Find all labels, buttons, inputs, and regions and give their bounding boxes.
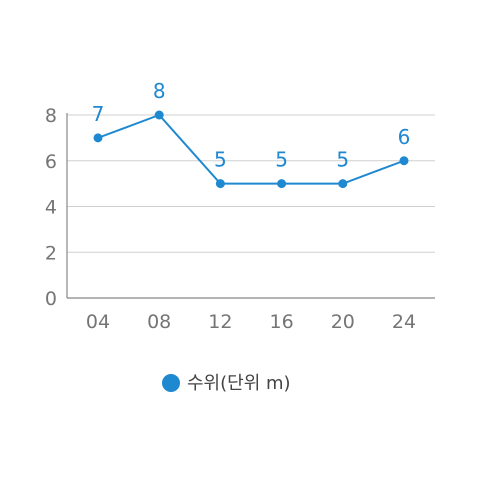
y-tick-label: 8 — [45, 105, 57, 127]
data-point — [399, 156, 409, 166]
x-axis-ticks: 04 08 12 16 20 24 — [86, 311, 416, 333]
data-label: 5 — [214, 148, 227, 172]
legend: 수위(단위 m) — [162, 373, 291, 394]
grid-lines — [66, 113, 435, 299]
data-label: 6 — [398, 125, 411, 149]
y-tick-label: 4 — [45, 197, 57, 219]
y-tick-label: 2 — [45, 242, 57, 264]
series-line — [97, 113, 405, 185]
data-point — [215, 179, 225, 189]
data-point — [338, 179, 348, 189]
data-point — [277, 179, 287, 189]
y-axis-ticks: 0 2 4 6 8 — [45, 105, 57, 310]
data-label: 5 — [336, 148, 349, 172]
series-layer: 7 8 5 5 5 6 — [92, 79, 411, 189]
data-label: 7 — [92, 102, 105, 126]
x-tick-label: 16 — [270, 311, 294, 333]
data-label: 8 — [153, 79, 166, 103]
legend-label: 수위(단위 m) — [187, 373, 291, 394]
data-point — [93, 133, 103, 143]
legend-marker — [162, 374, 180, 392]
x-tick-label: 08 — [147, 311, 171, 333]
data-label: 5 — [275, 148, 288, 172]
x-tick-label: 04 — [86, 311, 110, 333]
data-point — [154, 110, 164, 120]
y-tick-label: 6 — [45, 151, 57, 173]
x-tick-label: 12 — [208, 311, 232, 333]
x-tick-label: 24 — [392, 311, 416, 333]
x-tick-label: 20 — [331, 311, 355, 333]
y-tick-label: 0 — [45, 288, 57, 310]
